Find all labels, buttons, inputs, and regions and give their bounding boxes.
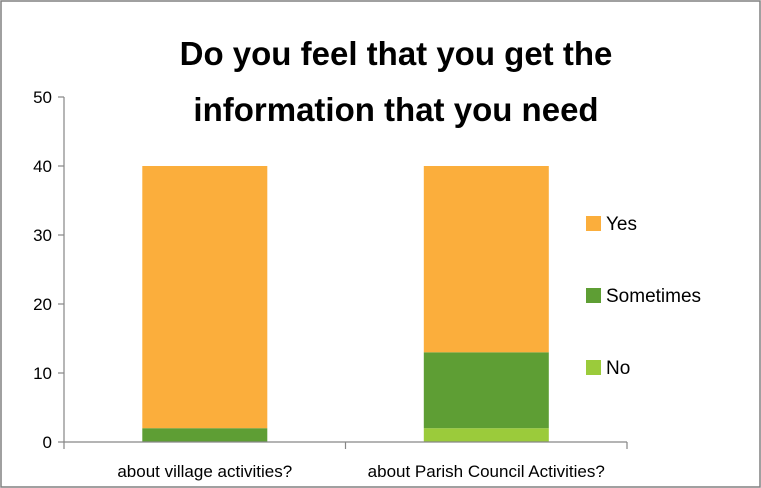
legend-label-sometimes: Sometimes xyxy=(606,286,701,307)
bars-layer xyxy=(142,166,549,442)
legend-label-no: No xyxy=(606,358,630,379)
axis-layer xyxy=(58,96,628,449)
legend-swatch-sometimes xyxy=(586,288,601,303)
y-tick-label: 0 xyxy=(43,433,52,452)
legend-label-yes: Yes xyxy=(606,214,637,235)
y-tick-label: 20 xyxy=(33,295,52,314)
x-category-label: about Parish Council Activities? xyxy=(368,462,605,481)
bar-yes-1 xyxy=(142,166,268,429)
x-tick-labels: about village activities? about Parish Co… xyxy=(117,462,605,481)
x-category-label: about village activities? xyxy=(117,462,292,481)
legend-swatch-yes xyxy=(586,216,601,231)
bar-no-2 xyxy=(423,428,549,442)
chart-title-line-2: information that you need xyxy=(193,91,598,128)
legend: Yes Sometimes No xyxy=(586,214,701,379)
y-tick-label: 30 xyxy=(33,226,52,245)
y-tick-label: 50 xyxy=(33,88,52,107)
y-tick-label: 10 xyxy=(33,364,52,383)
y-tick-labels: 0 10 20 30 40 50 xyxy=(33,88,52,452)
bar-sometimes-1 xyxy=(142,428,268,442)
chart-title: Do you feel that you get the information… xyxy=(180,35,613,128)
bar-yes-2 xyxy=(423,166,549,353)
chart-title-line-1: Do you feel that you get the xyxy=(180,35,613,72)
y-tick-label: 40 xyxy=(33,157,52,176)
legend-swatch-no xyxy=(586,360,601,375)
bar-sometimes-2 xyxy=(423,352,549,429)
